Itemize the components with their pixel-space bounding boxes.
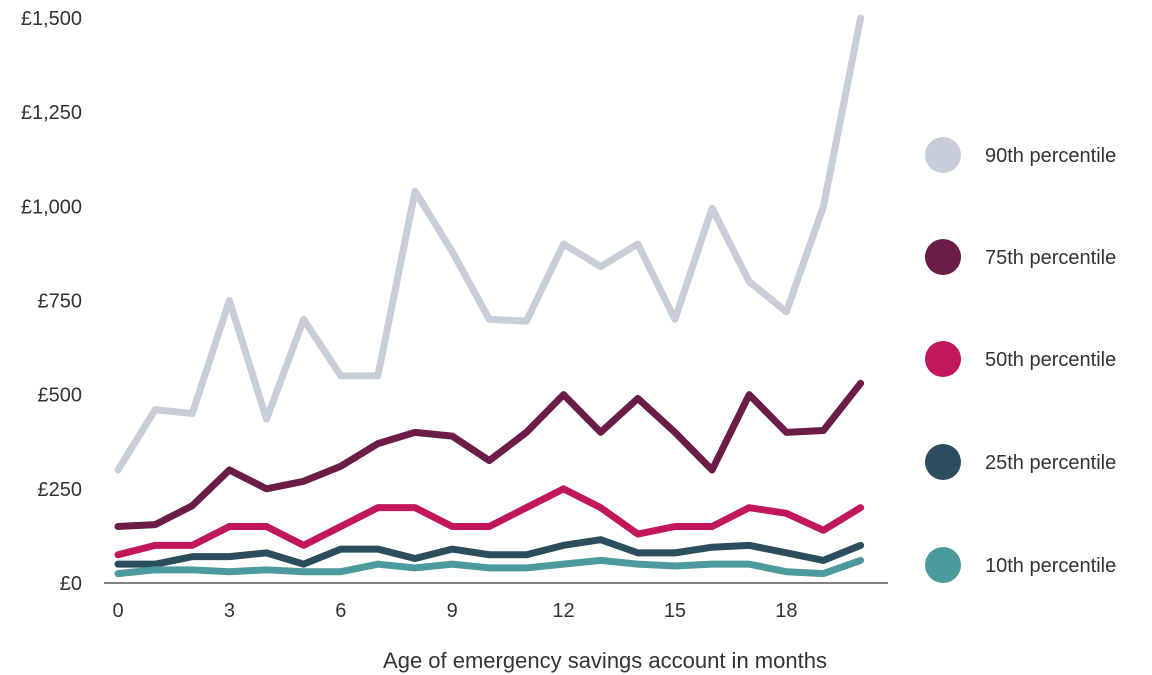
legend-label: 90th percentile [985, 145, 1116, 167]
x-tick-label: 0 [112, 600, 123, 622]
series-line [114, 379, 865, 530]
legend-label: 75th percentile [985, 247, 1116, 269]
x-tick-label: 3 [224, 600, 235, 622]
y-tick-label: £1,250 [21, 102, 82, 124]
legend: 90th percentile 75th percentile 50th perce… [925, 137, 1116, 583]
legend-swatch [925, 444, 961, 480]
y-tick-label: £1,000 [21, 196, 82, 218]
y-tick-label: £250 [38, 479, 83, 501]
legend-label: 25th percentile [985, 452, 1116, 474]
x-tick-label: 15 [664, 600, 686, 622]
legend-label: 50th percentile [985, 349, 1116, 371]
series-line [114, 536, 865, 568]
x-tick-label: 9 [447, 600, 458, 622]
series-line [114, 485, 865, 559]
x-tick-label: 12 [552, 600, 574, 622]
legend-label: 10th percentile [985, 555, 1116, 577]
x-axis-label: Age of emergency savings account in mont… [383, 648, 827, 673]
y-tick-label: £500 [38, 385, 83, 407]
y-tick-label: £750 [38, 291, 83, 313]
legend-swatch [925, 239, 961, 275]
series-line [114, 14, 865, 474]
x-tick-label: 6 [335, 600, 346, 622]
series-lines [114, 14, 865, 578]
legend-swatch [925, 547, 961, 583]
legend-swatch [925, 137, 961, 173]
y-tick-label: £1,500 [21, 8, 82, 30]
y-tick-label: £0 [60, 573, 82, 595]
series-line [114, 556, 865, 578]
x-tick-label: 18 [775, 600, 797, 622]
y-axis-ticks: £0 £250 £500 £750 £1,000 £1,250 £1,500 [21, 8, 82, 595]
legend-swatch [925, 341, 961, 377]
x-axis-ticks: 0 3 6 9 12 15 18 [112, 600, 797, 622]
